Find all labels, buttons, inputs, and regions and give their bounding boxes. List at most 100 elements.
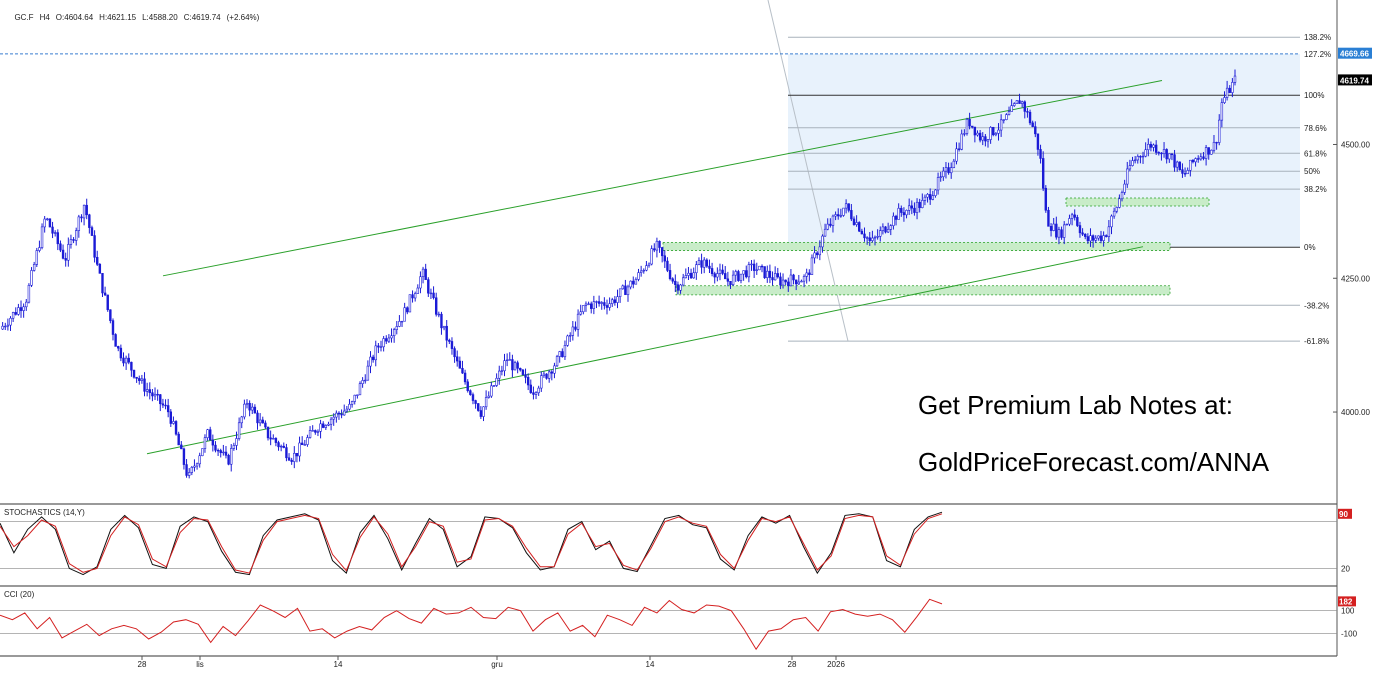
candle — [103, 292, 107, 296]
candle — [839, 215, 843, 217]
candle — [1128, 165, 1132, 170]
candle — [1063, 224, 1066, 238]
candle — [936, 177, 940, 191]
fib-level-label: 38.2% — [1304, 185, 1327, 194]
candle — [931, 195, 935, 200]
candle — [907, 205, 911, 211]
candle — [329, 418, 333, 425]
cci-tick-label: -100 — [1341, 629, 1358, 638]
candle — [994, 133, 998, 136]
candle — [195, 463, 199, 467]
candle — [340, 413, 343, 416]
candle — [674, 280, 677, 286]
candle — [440, 313, 443, 329]
candle — [1115, 207, 1118, 212]
stochastics-tick-label: 20 — [1341, 564, 1350, 573]
candle — [366, 365, 370, 381]
candle — [1233, 75, 1237, 83]
candle — [905, 209, 908, 216]
candle — [858, 222, 861, 232]
candle — [1152, 144, 1155, 148]
candle — [164, 404, 167, 407]
candle — [763, 266, 766, 278]
candle — [758, 265, 761, 271]
candle — [400, 320, 404, 323]
candle — [1225, 87, 1229, 98]
candle — [981, 136, 984, 141]
candle — [955, 148, 958, 162]
candle — [1210, 149, 1213, 155]
candle — [106, 294, 109, 311]
candle — [647, 263, 651, 266]
candle — [348, 403, 351, 410]
candle — [298, 442, 301, 457]
candle — [174, 421, 178, 435]
candle — [177, 433, 180, 446]
candle — [1081, 232, 1084, 235]
candle — [319, 423, 322, 432]
candle — [230, 448, 233, 465]
candle — [88, 214, 91, 228]
candle — [605, 305, 609, 308]
candle — [258, 419, 262, 424]
candle — [80, 216, 83, 219]
candle — [406, 307, 409, 313]
candle — [587, 303, 590, 305]
candle — [745, 270, 748, 278]
candle — [1181, 169, 1184, 174]
candle — [490, 385, 493, 397]
candle — [921, 200, 924, 208]
candle — [295, 452, 299, 457]
candle — [256, 412, 259, 424]
y-tick-label: 4500.00 — [1341, 140, 1370, 149]
candle — [973, 126, 977, 136]
candle — [293, 452, 296, 462]
candle — [172, 421, 175, 424]
candle — [143, 378, 146, 392]
candle — [314, 430, 317, 433]
candle — [124, 357, 128, 364]
promo-link[interactable]: GoldPriceForecast.com/ANNA — [918, 447, 1270, 477]
candle — [660, 247, 664, 257]
candle — [1091, 235, 1095, 241]
candle — [1118, 198, 1121, 208]
candle — [353, 394, 356, 402]
candle — [503, 360, 506, 372]
candle — [808, 272, 811, 276]
candle — [130, 361, 133, 371]
candle — [923, 196, 927, 201]
candle — [156, 393, 159, 396]
candle — [666, 260, 669, 271]
x-tick-label: 28 — [138, 660, 147, 669]
candle — [1018, 100, 1021, 104]
candle — [965, 118, 969, 134]
candle — [1123, 183, 1126, 193]
candle — [1204, 147, 1208, 159]
candle — [43, 218, 46, 228]
candle — [1097, 235, 1100, 239]
candle — [1073, 214, 1076, 218]
candle — [545, 373, 548, 379]
candle — [1060, 229, 1063, 238]
candle — [153, 393, 157, 397]
candle — [928, 194, 932, 200]
candle — [918, 201, 921, 208]
candle — [1183, 173, 1187, 175]
candle — [784, 279, 787, 283]
candle — [1173, 154, 1176, 168]
candle — [713, 273, 716, 278]
last-price-tag-text: 4619.74 — [1340, 76, 1369, 85]
target-price-tag — [1338, 47, 1372, 59]
candle — [1015, 100, 1019, 104]
candle — [1099, 235, 1103, 241]
candle — [571, 326, 575, 336]
candle — [38, 247, 41, 251]
candle — [432, 292, 435, 299]
close-value: C:4619.74 — [183, 13, 221, 22]
candle — [51, 226, 54, 234]
stochastics-value-text: 90 — [1339, 510, 1348, 519]
candle — [93, 235, 96, 258]
candle — [1112, 210, 1116, 217]
candle — [32, 264, 36, 271]
candle — [450, 341, 454, 349]
